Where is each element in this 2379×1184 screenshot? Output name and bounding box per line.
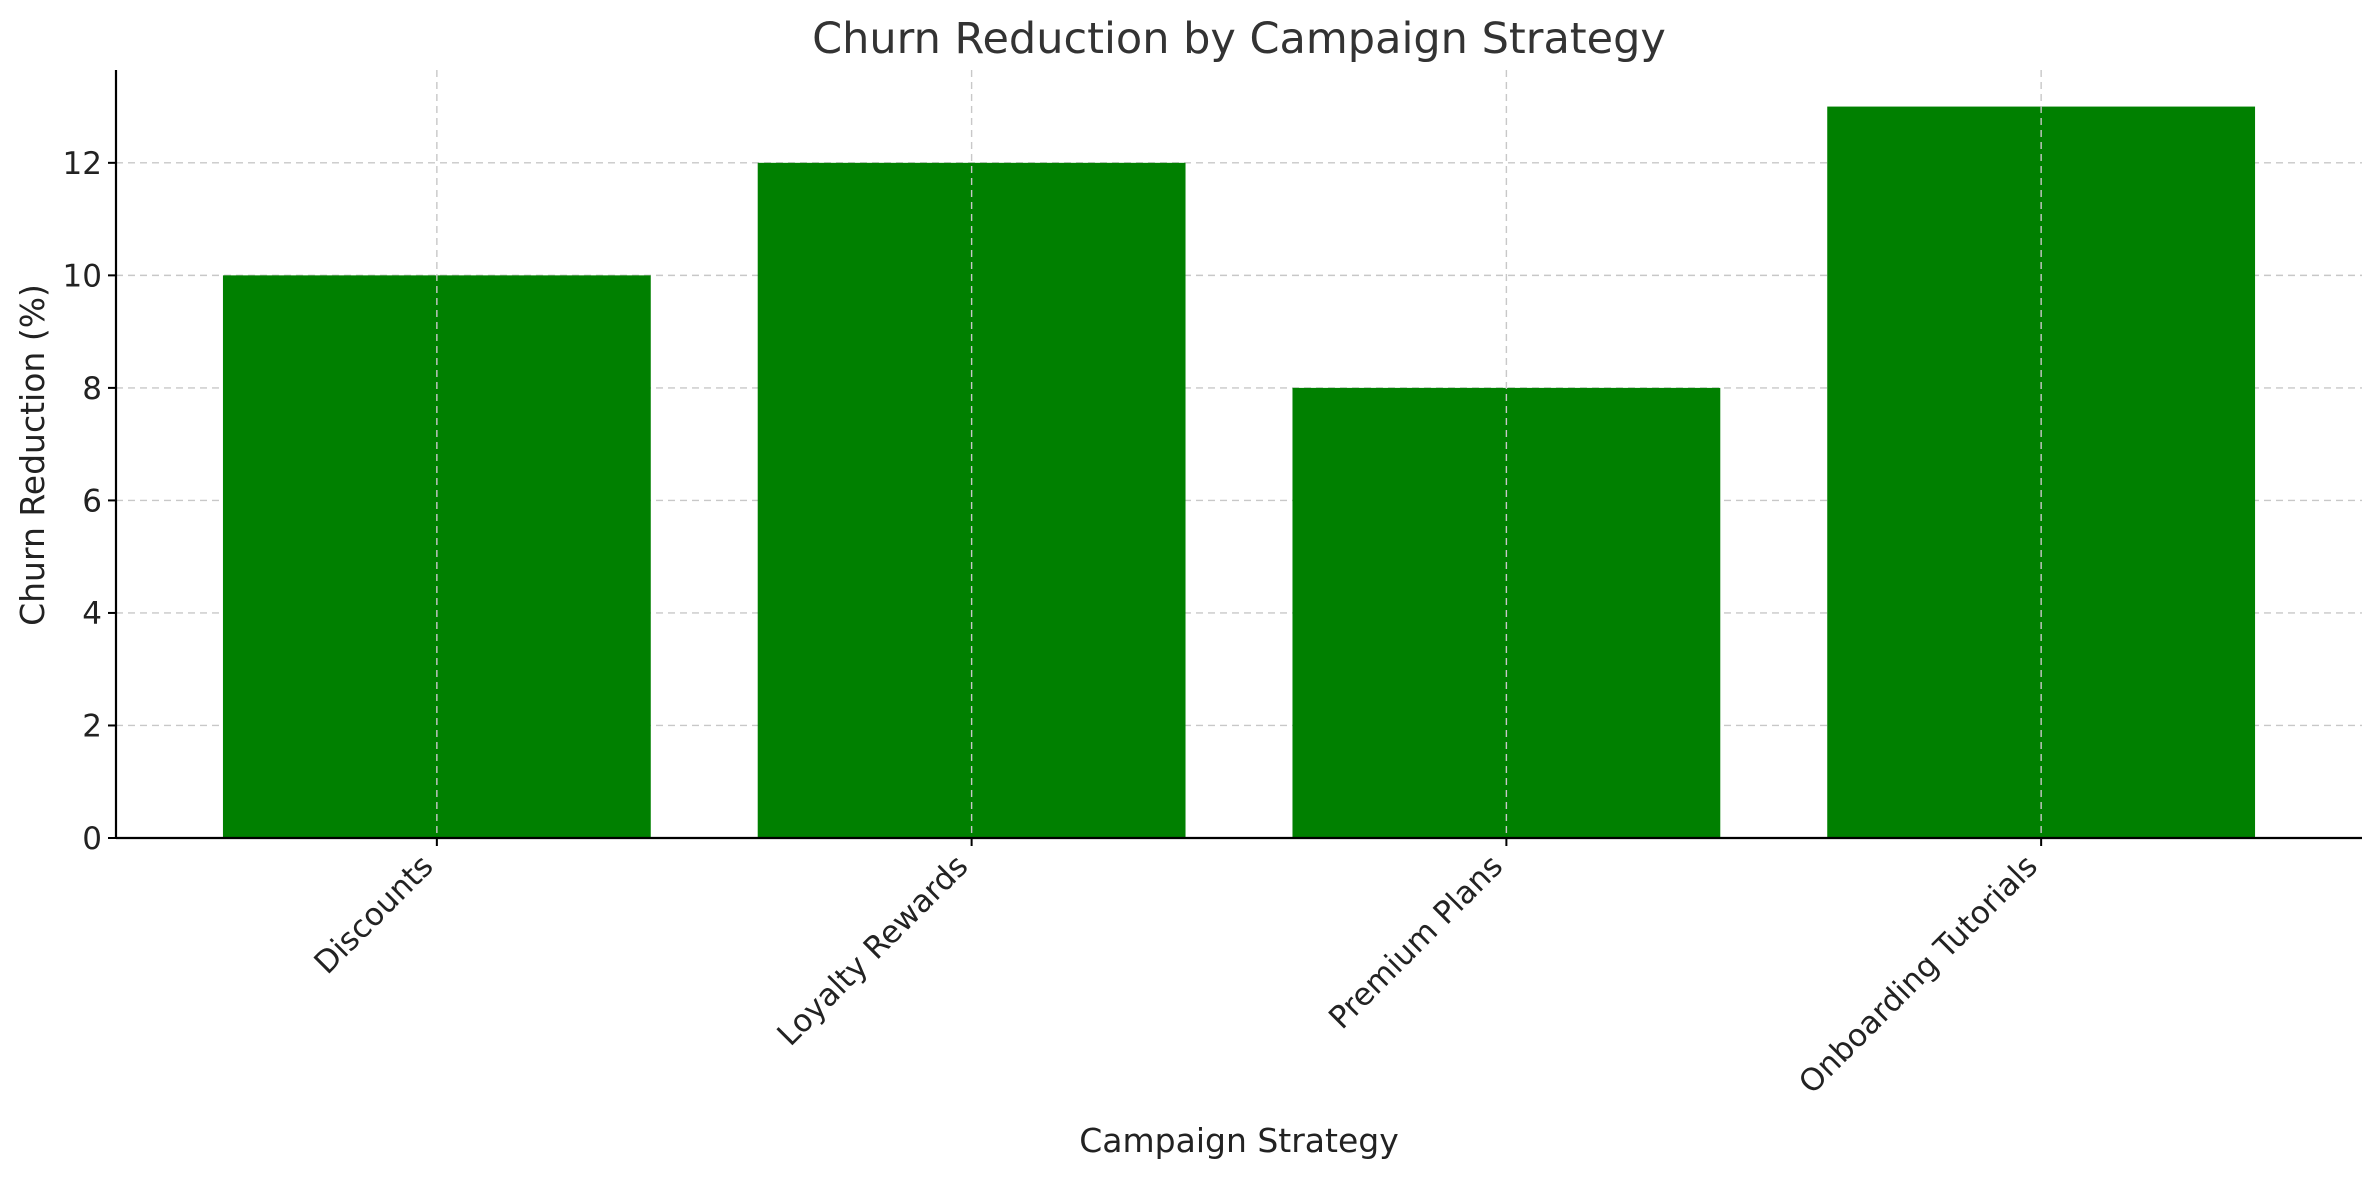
axes-layer: [114, 70, 2362, 840]
y-tick-label: 8: [82, 371, 102, 407]
x-tick-label: Loyalty Rewards: [770, 848, 975, 1053]
vertical-grid-layer: [436, 70, 2042, 838]
y-tick-label: 12: [63, 146, 102, 182]
bars-layer: [222, 106, 2256, 839]
x-tick-label: Onboarding Tutorials: [1792, 848, 2045, 1101]
y-axis-label: Churn Reduction (%): [13, 284, 52, 626]
y-tick-labels: 0 2 4 6 8 10 12: [63, 146, 116, 857]
chart-title: Churn Reduction by Campaign Strategy: [812, 14, 1666, 64]
y-tick-label: 0: [82, 821, 102, 857]
x-tick-label: Discounts: [307, 848, 440, 981]
x-tick-label: Premium Plans: [1322, 848, 1510, 1036]
y-tick-label: 2: [82, 708, 102, 744]
y-tick-label: 4: [82, 596, 102, 632]
x-axis-label: Campaign Strategy: [1079, 1121, 1399, 1160]
y-tick-label: 6: [82, 483, 102, 519]
y-tick-label: 10: [63, 258, 102, 294]
x-tick-labels: Discounts Loyalty Rewards Premium Plans Onb…: [307, 838, 2045, 1101]
